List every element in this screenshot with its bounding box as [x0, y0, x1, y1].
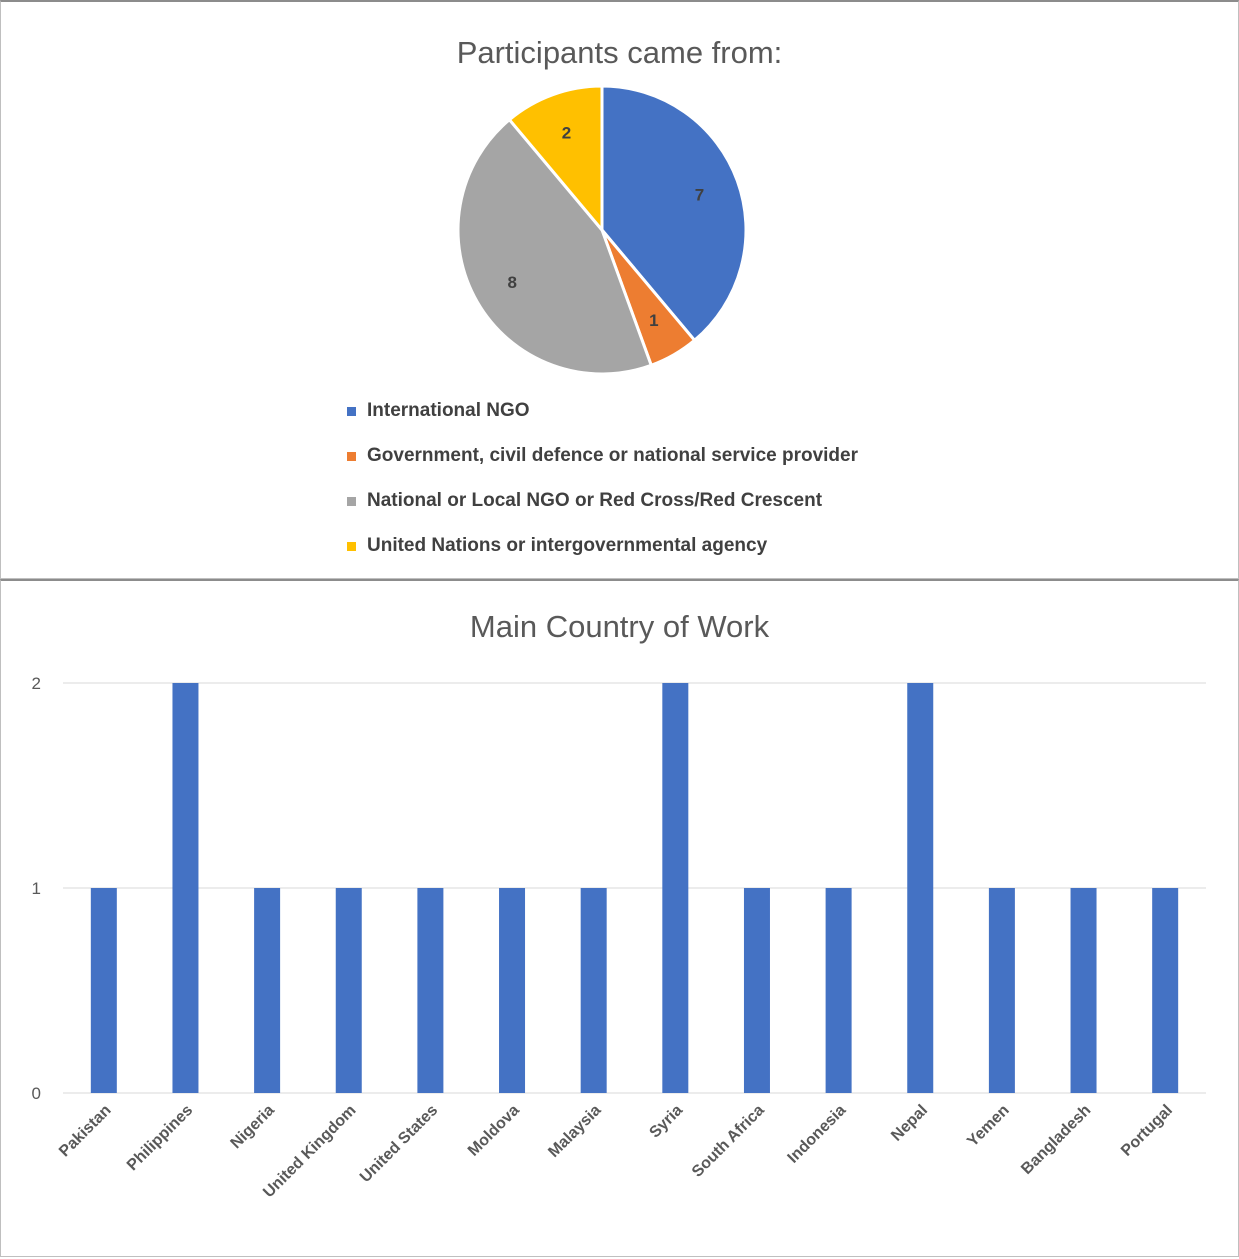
legend-label: International NGO [367, 400, 530, 421]
bar-philippines [172, 683, 199, 1093]
x-tick-label: Moldova [465, 1102, 523, 1160]
x-tick-label: Indonesia [785, 1102, 850, 1167]
y-tick-label: 1 [32, 879, 41, 898]
bar-nigeria [254, 888, 281, 1093]
bar-malaysia [580, 888, 607, 1093]
pie-chart: 7 1 8 2 [456, 84, 748, 376]
legend-swatch-international-ngo [347, 407, 356, 416]
pie-slice-united-nations-or-intergovernmental-agency [507, 84, 604, 235]
legend-swatch-united-nations [347, 542, 356, 551]
bar-united-states [417, 888, 444, 1093]
legend-item-government: Government, civil defence or national se… [347, 441, 858, 486]
y-tick-label: 2 [32, 674, 41, 693]
x-tick-label: Portugal [1118, 1102, 1176, 1160]
pie-legend: International NGO Government, civil defe… [347, 396, 858, 576]
bar-yemen [988, 888, 1015, 1093]
bar-indonesia [825, 888, 852, 1093]
bar-bangladesh [1070, 888, 1097, 1093]
x-tick-label: Philippines [124, 1102, 196, 1174]
legend-item-international-ngo: International NGO [347, 396, 858, 441]
legend-item-united-nations: United Nations or intergovernmental agen… [347, 531, 858, 576]
legend-label: National or Local NGO or Red Cross/Red C… [367, 490, 823, 511]
pie-chart-panel: Participants came from: 7 1 8 2 Internation… [0, 0, 1239, 579]
y-tick-label: 0 [32, 1084, 41, 1103]
pie-data-label: 8 [507, 273, 516, 292]
x-tick-label: Malaysia [545, 1102, 604, 1161]
bar-chart-title: Main Country of Work [469, 609, 770, 644]
bar-chart-panel: Main Country of Work 0 1 2 Pakistan Philippi… [0, 579, 1239, 1257]
x-tick-label: Nigeria [228, 1102, 278, 1152]
legend-item-national-local-ngo: National or Local NGO or Red Cross/Red C… [347, 486, 858, 531]
bar-syria [662, 683, 689, 1093]
x-tick-label: Yemen [964, 1102, 1013, 1151]
x-tick-label: United States [357, 1102, 441, 1186]
pie-slice-national-or-local-ngo-or-red-cross-red-crescent [456, 117, 654, 376]
bar-nepal [907, 683, 934, 1093]
x-tick-label: South Africa [689, 1102, 768, 1181]
legend-swatch-government [347, 452, 356, 461]
pie-chart-title: Participants came from: [456, 35, 783, 70]
pie-data-label: 2 [562, 124, 571, 143]
bar-south-africa [743, 888, 770, 1093]
bar-united-kingdom [335, 888, 362, 1093]
bar-pakistan [90, 888, 117, 1093]
x-tick-label: Syria [646, 1102, 686, 1142]
x-tick-label: United Kingdom [260, 1102, 359, 1201]
pie-data-label: 7 [695, 186, 704, 205]
bar-portugal [1152, 888, 1179, 1093]
x-tick-label: Nepal [888, 1102, 931, 1145]
legend-swatch-national-local-ngo [347, 497, 356, 506]
bar-moldova [499, 888, 526, 1093]
pie-data-label: 1 [649, 311, 658, 330]
legend-label: United Nations or intergovernmental agen… [367, 535, 768, 556]
x-tick-label: Pakistan [56, 1102, 115, 1161]
pie-slice-international-ngo [600, 84, 748, 343]
x-tick-label: Bangladesh [1018, 1102, 1094, 1178]
legend-label: Government, civil defence or national se… [367, 445, 859, 466]
